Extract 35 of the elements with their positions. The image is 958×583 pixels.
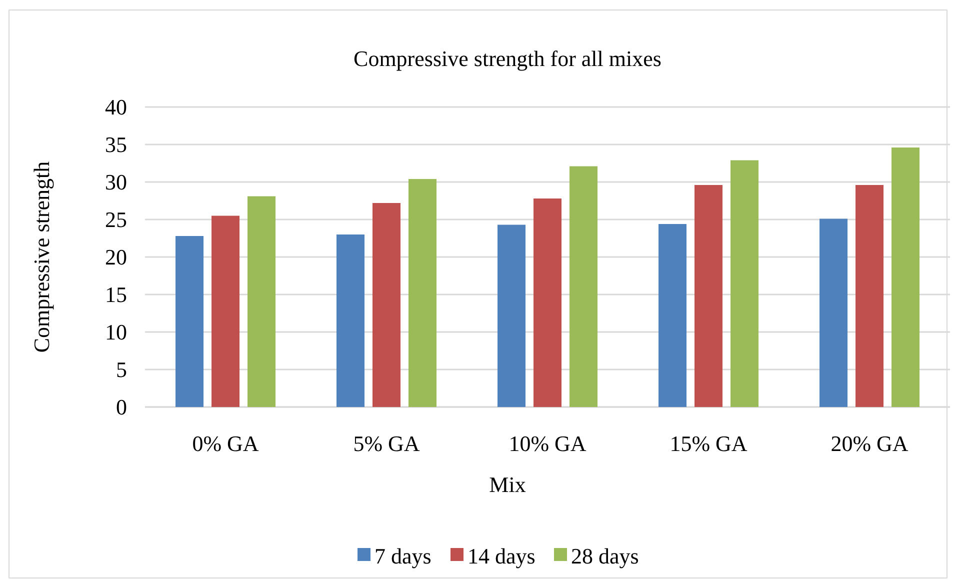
bar xyxy=(372,203,400,407)
bar xyxy=(212,216,240,407)
chart-title: Compressive strength for all mixes xyxy=(354,46,662,71)
y-tick-label: 20 xyxy=(105,244,127,270)
y-tick-label: 25 xyxy=(105,207,127,232)
bar xyxy=(534,198,562,407)
bar xyxy=(248,196,276,407)
x-tick-label: 15% GA xyxy=(670,431,748,456)
bar xyxy=(820,218,848,407)
y-tick-label: 0 xyxy=(116,394,127,420)
y-tick-label: 30 xyxy=(105,170,127,195)
bar xyxy=(498,224,526,407)
legend-label: 14 days xyxy=(468,544,536,569)
legend-label: 28 days xyxy=(571,544,639,569)
x-tick-label: 20% GA xyxy=(830,431,908,456)
bar xyxy=(570,166,598,407)
bar xyxy=(176,236,204,407)
bar xyxy=(336,234,364,407)
y-tick-label: 10 xyxy=(105,320,127,345)
bar xyxy=(856,185,884,407)
bar xyxy=(694,185,722,407)
y-tick-label: 40 xyxy=(105,94,127,120)
x-axis-title: Mix xyxy=(489,472,526,497)
y-tick-label: 5 xyxy=(116,357,127,382)
bar xyxy=(892,148,920,407)
y-axis-title: Compressive strength xyxy=(29,161,54,353)
bar xyxy=(408,179,436,407)
legend-label: 7 days xyxy=(374,544,432,569)
x-tick-label: 5% GA xyxy=(353,431,420,456)
bar xyxy=(658,224,686,407)
y-tick-label: 15 xyxy=(105,282,127,308)
y-tick-label: 35 xyxy=(105,132,127,158)
x-tick-label: 0% GA xyxy=(192,431,259,456)
x-tick-label: 10% GA xyxy=(508,431,586,456)
bar xyxy=(730,160,758,407)
